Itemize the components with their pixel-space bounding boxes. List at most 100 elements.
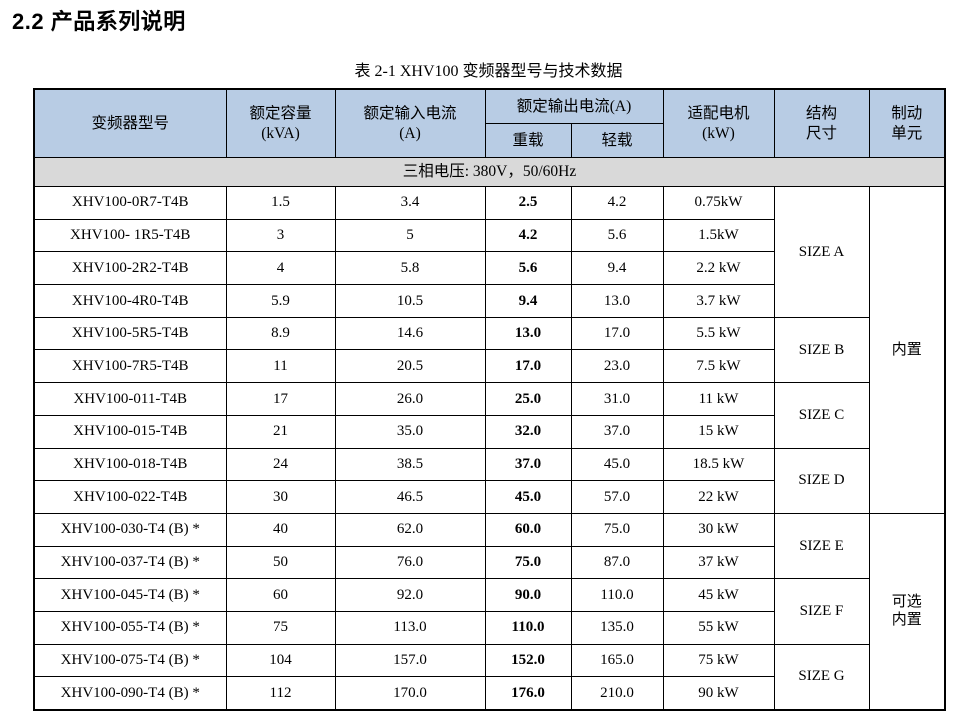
cell-brake-unit: 可选 内置 [868, 512, 946, 711]
cell-model: XHV100- 1R5-T4B [33, 218, 227, 253]
cell-model: XHV100-0R7-T4B [33, 186, 227, 220]
voltage-banner: 三相电压: 380V，50/60Hz [33, 157, 946, 187]
cell-motor-power: 37 kW [662, 545, 775, 580]
cell-rated-capacity: 75 [225, 610, 336, 645]
cell-motor-power: 90 kW [662, 676, 775, 711]
cell-frame-size: SIZE C [773, 382, 870, 449]
col-header-input-line1: 额定输入电流 [363, 105, 457, 123]
cell-motor-power: 11 kW [662, 382, 775, 416]
cell-motor-power: 15 kW [662, 414, 775, 449]
cell-input-current: 76.0 [334, 545, 486, 580]
cell-output-heavy-load: 90.0 [484, 578, 572, 612]
table-row: XHV100-0R7-T4B 1.5 3.4 2.5 4.2 0.75kW SIZE A 内置 [33, 186, 946, 514]
cell-rated-capacity: 112 [225, 676, 336, 711]
cell-motor-power: 22 kW [662, 480, 775, 514]
table-row: XHV100-015-T4B 21 35.0 32.0 37.0 15 kW [33, 414, 945, 449]
col-header-capacity-line2: (kVA) [261, 124, 300, 142]
cell-input-current: 20.5 [334, 349, 486, 384]
cell-frame-size: SIZE A [773, 186, 870, 318]
cell-motor-power: 18.5 kW [662, 447, 775, 482]
cell-rated-capacity: 3 [225, 218, 336, 253]
cell-model: XHV100-4R0-T4B [33, 284, 227, 318]
table-row: XHV100-011-T4B 17 26.0 25.0 31.0 11 kW SIZE C [33, 382, 945, 449]
cell-model: XHV100-055-T4 (B) * [33, 610, 227, 645]
col-header-capacity: 额定容量 (kVA) [225, 88, 336, 158]
cell-output-light-load: 75.0 [570, 512, 664, 547]
table-row: XHV100-090-T4 (B) * 112 170.0 176.0 210.0 90 … [33, 676, 945, 711]
cell-model: XHV100-5R5-T4B [33, 316, 227, 351]
cell-input-current: 26.0 [334, 382, 486, 416]
cell-frame-size: SIZE E [773, 512, 870, 580]
cell-output-light-load: 110.0 [570, 578, 664, 612]
cell-model: XHV100-090-T4 (B) * [33, 676, 227, 711]
col-header-size-line2: 尺寸 [805, 124, 837, 142]
cell-input-current: 170.0 [334, 676, 486, 711]
cell-input-current: 3.4 [334, 186, 486, 220]
cell-input-current: 5.8 [334, 251, 486, 286]
cell-output-heavy-load: 152.0 [484, 643, 572, 678]
cell-rated-capacity: 17 [225, 382, 336, 416]
table-row: XHV100-030-T4 (B) * 40 62.0 60.0 75.0 30 kW SI… [33, 512, 946, 711]
cell-output-heavy-load: 2.5 [484, 186, 572, 220]
cell-brake-unit: 内置 [868, 186, 946, 514]
col-header-brake-line1: 制动 [891, 105, 923, 123]
cell-output-light-load: 210.0 [570, 676, 664, 711]
table-header: 变频器型号 额定容量 (kVA) 额定输入电流 (A) 额定输出电流(A) 适配电机… [33, 88, 946, 187]
table-row: XHV100-4R0-T4B 5.9 10.5 9.4 13.0 3.7 kW [33, 284, 945, 318]
table-row: XHV100-045-T4 (B) * 60 92.0 90.0 110.0 45 kW S… [33, 578, 945, 645]
cell-input-current: 46.5 [334, 480, 486, 514]
cell-rated-capacity: 50 [225, 545, 336, 580]
cell-model: XHV100-2R2-T4B [33, 251, 227, 286]
cell-motor-power: 55 kW [662, 610, 775, 645]
cell-input-current: 10.5 [334, 284, 486, 318]
cell-motor-power: 2.2 kW [662, 251, 775, 286]
cell-model: XHV100-018-T4B [33, 447, 227, 482]
cell-motor-power: 3.7 kW [662, 284, 775, 318]
cell-model: XHV100-011-T4B [33, 382, 227, 416]
cell-output-heavy-load: 176.0 [484, 676, 572, 711]
table-row: XHV100-022-T4B 30 46.5 45.0 57.0 22 kW [33, 480, 945, 514]
cell-model: XHV100-075-T4 (B) * [33, 643, 227, 678]
cell-output-light-load: 17.0 [570, 316, 664, 351]
cell-output-heavy-load: 37.0 [484, 447, 572, 482]
col-header-input-line2: (A) [399, 124, 421, 142]
col-header-motor-line2: (kW) [702, 124, 735, 142]
table-row: XHV100-7R5-T4B 11 20.5 17.0 23.0 7.5 kW [33, 349, 945, 384]
cell-motor-power: 7.5 kW [662, 349, 775, 384]
cell-output-light-load: 23.0 [570, 349, 664, 384]
cell-input-current: 92.0 [334, 578, 486, 612]
cell-input-current: 5 [334, 218, 486, 253]
cell-output-heavy-load: 13.0 [484, 316, 572, 351]
cell-motor-power: 45 kW [662, 578, 775, 612]
cell-output-light-load: 57.0 [570, 480, 664, 514]
cell-output-light-load: 31.0 [570, 382, 664, 416]
cell-output-heavy-load: 75.0 [484, 545, 572, 580]
cell-output-light-load: 4.2 [570, 186, 664, 220]
col-header-capacity-line1: 额定容量 [249, 105, 312, 123]
cell-rated-capacity: 104 [225, 643, 336, 678]
cell-output-heavy-load: 9.4 [484, 284, 572, 318]
cell-rated-capacity: 30 [225, 480, 336, 514]
cell-motor-power: 30 kW [662, 512, 775, 547]
cell-rated-capacity: 40 [225, 512, 336, 547]
table-caption: 表 2-1 XHV100 变频器型号与技术数据 [354, 63, 623, 80]
col-header-input-current: 额定输入电流 (A) [334, 88, 486, 158]
table-row: XHV100-018-T4B 24 38.5 37.0 45.0 18.5 kW SIZE … [33, 447, 945, 514]
table-row: XHV100-037-T4 (B) * 50 76.0 75.0 87.0 37 kW [33, 545, 945, 580]
cell-motor-power: 1.5kW [662, 218, 775, 253]
cell-output-heavy-load: 110.0 [484, 610, 572, 645]
cell-output-heavy-load: 32.0 [484, 414, 572, 449]
cell-model: XHV100-022-T4B [33, 480, 227, 514]
cell-rated-capacity: 5.9 [225, 284, 336, 318]
cell-output-heavy-load: 17.0 [484, 349, 572, 384]
col-header-frame-size: 结构 尺寸 [773, 88, 870, 158]
table-row: XHV100-5R5-T4B 8.9 14.6 13.0 17.0 5.5 kW SIZE … [33, 316, 945, 384]
cell-output-light-load: 45.0 [570, 447, 664, 482]
cell-output-heavy-load: 25.0 [484, 382, 572, 416]
cell-output-heavy-load: 45.0 [484, 480, 572, 514]
col-header-motor-line1: 适配电机 [687, 105, 750, 123]
cell-input-current: 157.0 [334, 643, 486, 678]
cell-rated-capacity: 8.9 [225, 316, 336, 351]
cell-input-current: 62.0 [334, 512, 486, 547]
cell-output-heavy-load: 60.0 [484, 512, 572, 547]
